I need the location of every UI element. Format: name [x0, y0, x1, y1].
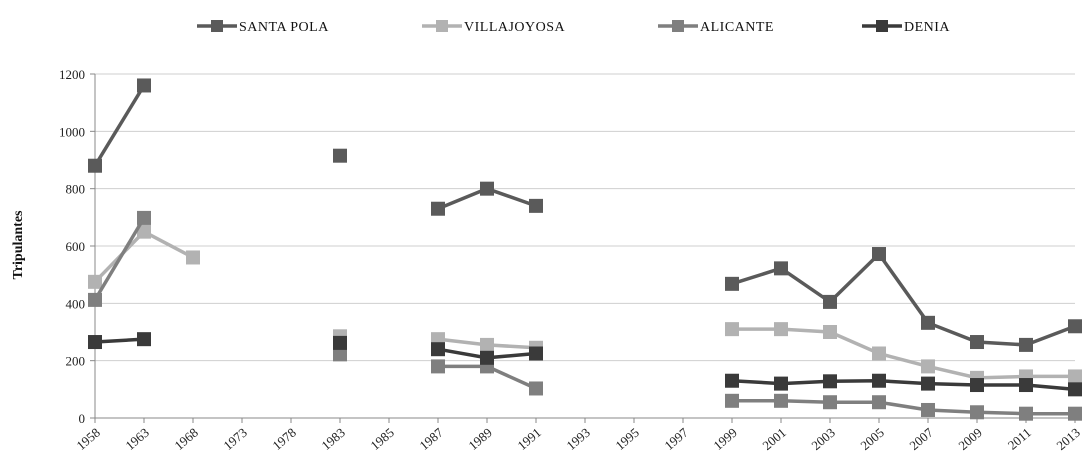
x-tick-label: 1958 [73, 425, 103, 453]
series-line [95, 339, 144, 342]
x-tick-label: 1978 [269, 425, 299, 453]
y-axis-label: Tripulantes [11, 210, 26, 280]
data-point [1019, 407, 1033, 421]
data-point [970, 335, 984, 349]
x-tick-label: 1973 [220, 425, 250, 453]
legend-label: ALICANTE [700, 20, 774, 35]
x-tick-label: 1983 [318, 425, 348, 453]
data-point [774, 261, 788, 275]
data-point [1068, 407, 1082, 421]
data-point [1068, 319, 1082, 333]
legend-item: ALICANTE [658, 20, 774, 35]
data-point [823, 374, 837, 388]
data-point [725, 277, 739, 291]
data-point [431, 359, 445, 373]
data-point [823, 295, 837, 309]
data-point [88, 335, 102, 349]
legend-item: DENIA [862, 20, 950, 35]
legend: SANTA POLA VILLAJOYOSA ALICANTE DENIA [197, 20, 950, 35]
x-tick-label: 1999 [710, 425, 740, 453]
data-point [823, 325, 837, 339]
x-tick-label: 2007 [906, 424, 936, 453]
data-point [725, 374, 739, 388]
data-point [823, 395, 837, 409]
data-point [872, 395, 886, 409]
data-point [774, 394, 788, 408]
y-tick-label: 800 [66, 182, 86, 197]
data-point [431, 342, 445, 356]
y-tick-label: 1000 [59, 124, 85, 139]
data-point [725, 394, 739, 408]
x-tick-label: 2005 [857, 425, 887, 453]
y-tick-label: 200 [66, 354, 86, 369]
data-point [872, 247, 886, 261]
data-point [725, 322, 739, 336]
x-tick-label: 1985 [367, 425, 397, 453]
x-tick-label: 1987 [416, 424, 446, 453]
x-tick-label: 1997 [661, 424, 691, 453]
data-point [872, 347, 886, 361]
data-point [1019, 378, 1033, 392]
legend-marker [672, 20, 684, 32]
data-point [137, 332, 151, 346]
data-point [333, 336, 347, 350]
y-tick-label: 600 [66, 239, 86, 254]
data-point [480, 338, 494, 352]
x-tick-label: 1989 [465, 425, 495, 453]
data-point [970, 405, 984, 419]
x-axis-ticks: 1958 1963 1968 1973 1978 1983 1985 1987 1989 1991… [73, 418, 1083, 453]
x-tick-label: 1991 [514, 425, 544, 453]
legend-marker [436, 20, 448, 32]
data-point [480, 351, 494, 365]
data-point [88, 275, 102, 289]
data-point [88, 159, 102, 173]
x-tick-label: 2003 [808, 425, 838, 453]
data-point [921, 403, 935, 417]
data-point [431, 202, 445, 216]
data-point [774, 377, 788, 391]
x-tick-label: 1995 [612, 425, 642, 453]
data-point [1068, 369, 1082, 383]
data-point [137, 211, 151, 225]
x-tick-label: 2011 [1005, 425, 1034, 453]
x-tick-label: 1968 [171, 425, 201, 453]
series-line [95, 218, 144, 300]
data-point [921, 377, 935, 391]
legend-item: SANTA POLA [197, 20, 329, 35]
data-point [970, 378, 984, 392]
data-point [186, 250, 200, 264]
data-point [774, 322, 788, 336]
data-point [921, 316, 935, 330]
x-tick-label: 2001 [759, 425, 789, 453]
data-point [480, 182, 494, 196]
series-layer [88, 78, 1082, 420]
data-point [872, 374, 886, 388]
x-tick-label: 1963 [122, 425, 152, 453]
legend-label: VILLAJOYOSA [464, 20, 566, 35]
data-point [1068, 382, 1082, 396]
y-tick-label: 400 [66, 296, 86, 311]
data-point [1019, 338, 1033, 352]
data-point [137, 78, 151, 92]
data-point [529, 347, 543, 361]
y-tick-label: 0 [79, 411, 86, 426]
legend-marker [876, 20, 888, 32]
y-tick-label: 1200 [59, 67, 85, 82]
x-tick-label: 2009 [955, 425, 985, 453]
legend-label: SANTA POLA [239, 20, 329, 35]
x-tick-label: 2013 [1053, 425, 1083, 453]
series-line [95, 85, 144, 165]
legend-item: VILLAJOYOSA [422, 20, 566, 35]
data-point [88, 293, 102, 307]
data-point [921, 359, 935, 373]
legend-marker [211, 20, 223, 32]
y-axis-ticks: 0 200 400 600 800 1000 1200 [59, 67, 95, 426]
legend-label: DENIA [904, 20, 950, 35]
data-point [529, 199, 543, 213]
data-point [529, 381, 543, 395]
x-tick-label: 1993 [563, 425, 593, 453]
data-point [333, 149, 347, 163]
series-santa-pola [88, 78, 1082, 351]
